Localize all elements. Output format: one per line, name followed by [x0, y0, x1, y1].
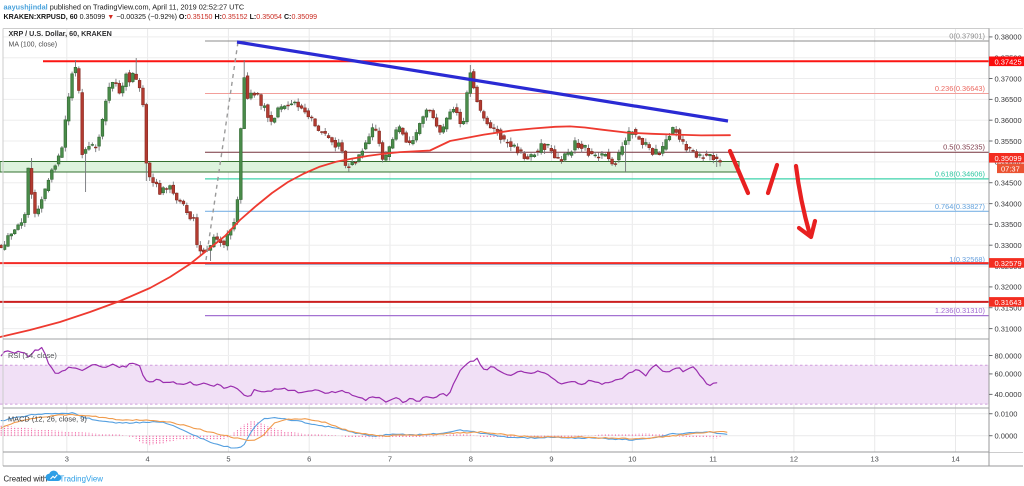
- svg-text:TradingView: TradingView: [60, 475, 104, 484]
- svg-text:4: 4: [146, 455, 150, 464]
- svg-text:0.618(0.34606): 0.618(0.34606): [935, 169, 985, 178]
- svg-text:6: 6: [307, 455, 311, 464]
- svg-text:7: 7: [388, 455, 392, 464]
- svg-text:0.37000: 0.37000: [995, 74, 1022, 83]
- svg-text:XRP / U.S. Dollar, 60, KRAKEN: XRP / U.S. Dollar, 60, KRAKEN: [9, 29, 112, 38]
- svg-text:0.33000: 0.33000: [995, 241, 1022, 250]
- svg-text:80.0000: 80.0000: [995, 351, 1022, 360]
- svg-text:KRAKEN:XRPUSD, 60 0.35099 ▼ −: KRAKEN:XRPUSD, 60 0.35099 ▼ −0.00325 (−0…: [4, 13, 318, 21]
- svg-text:MA (100, close): MA (100, close): [9, 42, 58, 49]
- svg-text:10: 10: [628, 455, 636, 464]
- svg-text:5: 5: [226, 455, 230, 464]
- svg-text:40.0000: 40.0000: [995, 390, 1022, 399]
- svg-text:0.35500: 0.35500: [995, 137, 1022, 146]
- svg-text:0.31000: 0.31000: [995, 324, 1022, 333]
- svg-text:8: 8: [469, 455, 473, 464]
- svg-text:0.36000: 0.36000: [995, 116, 1022, 125]
- svg-text:aayushjindal published on Trad: aayushjindal published on TradingView.co…: [4, 3, 245, 12]
- svg-text:0.38000: 0.38000: [995, 33, 1022, 42]
- svg-text:11: 11: [709, 455, 717, 464]
- svg-text:MACD (12, 26, close, 9): MACD (12, 26, close, 9): [8, 415, 87, 424]
- svg-text:0.31500: 0.31500: [995, 304, 1022, 313]
- svg-text:0.236(0.36643): 0.236(0.36643): [935, 84, 985, 93]
- svg-text:0.0000: 0.0000: [995, 432, 1018, 441]
- svg-text:0.36500: 0.36500: [995, 95, 1022, 104]
- svg-text:0.34000: 0.34000: [995, 199, 1022, 208]
- svg-text:0.34500: 0.34500: [995, 179, 1022, 188]
- svg-text:0.32000: 0.32000: [995, 283, 1022, 292]
- svg-text:14: 14: [951, 455, 959, 464]
- svg-text:0.5(0.35235): 0.5(0.35235): [943, 143, 985, 152]
- svg-text:RSI (14, close): RSI (14, close): [8, 351, 57, 360]
- svg-text:0.764(0.33827): 0.764(0.33827): [935, 202, 985, 211]
- svg-text:0(0.37901): 0(0.37901): [949, 32, 985, 41]
- svg-text:0.0100: 0.0100: [995, 410, 1018, 419]
- svg-text:0.31643: 0.31643: [995, 298, 1022, 307]
- svg-text:07:37: 07:37: [1001, 164, 1020, 173]
- svg-text:3: 3: [65, 455, 69, 464]
- svg-text:1(0.32568): 1(0.32568): [949, 255, 985, 264]
- svg-text:0.37425: 0.37425: [995, 57, 1022, 66]
- svg-text:12: 12: [790, 455, 798, 464]
- svg-text:Created with: Created with: [4, 475, 48, 484]
- svg-text:9: 9: [549, 455, 553, 464]
- svg-text:0.32579: 0.32579: [995, 259, 1022, 268]
- svg-text:60.0000: 60.0000: [995, 370, 1022, 379]
- svg-text:0.33500: 0.33500: [995, 220, 1022, 229]
- svg-text:13: 13: [871, 455, 879, 464]
- svg-text:1.236(0.31310): 1.236(0.31310): [935, 306, 985, 315]
- svg-text:0.35099: 0.35099: [995, 154, 1022, 163]
